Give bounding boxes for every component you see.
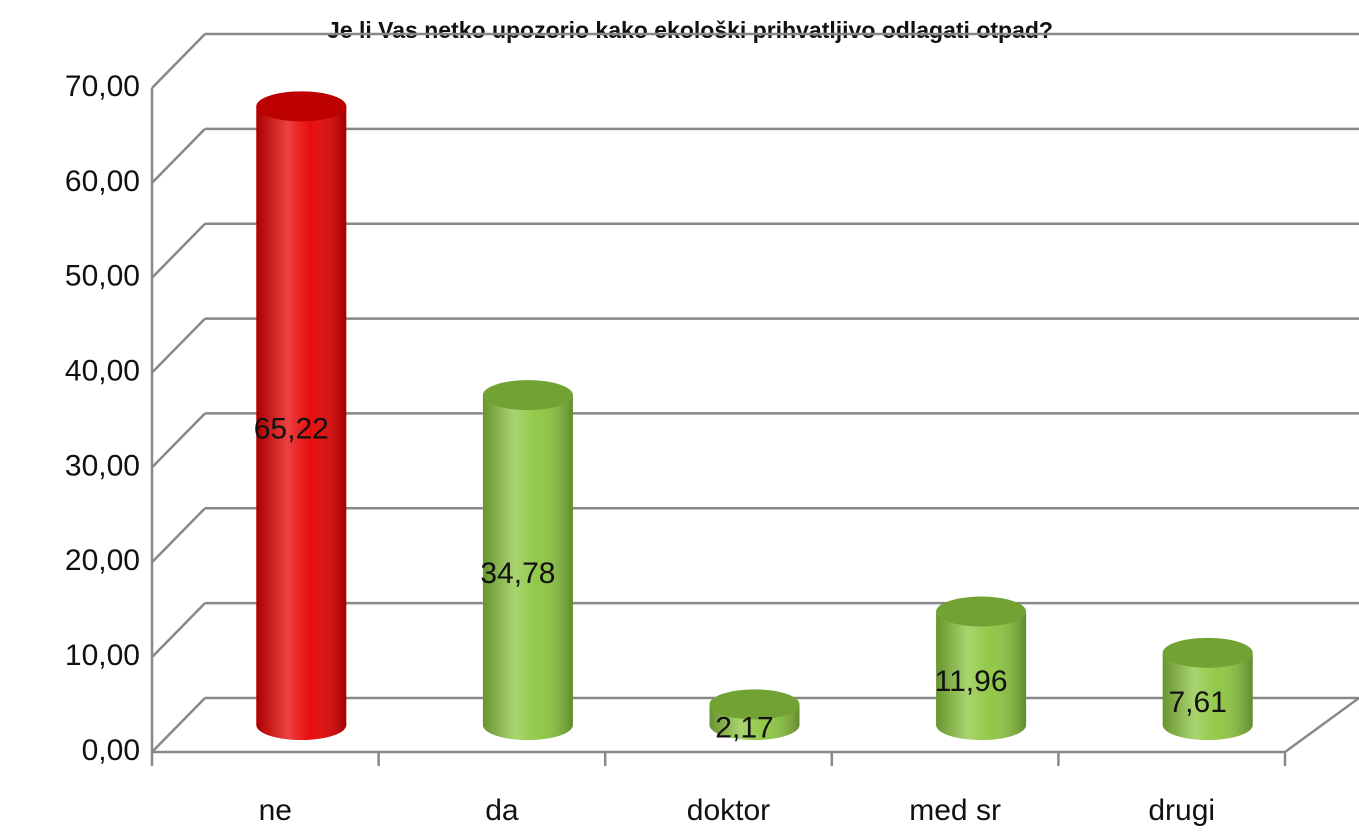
floor-right	[1284, 696, 1359, 754]
y-tick-label: 50,00	[65, 260, 140, 293]
y-tick-label: 0,00	[82, 734, 140, 767]
bar-top-shade	[936, 596, 1027, 627]
value-label: 7,61	[1169, 686, 1227, 719]
value-label: 2,17	[715, 712, 773, 745]
x-tick-label: drugi	[1148, 794, 1215, 827]
bar-top	[1162, 637, 1253, 668]
cylinder: 65,22	[254, 91, 347, 741]
x-tick-label: ne	[259, 794, 292, 827]
grid-diagonal	[151, 33, 206, 89]
bar-shading	[1162, 652, 1253, 741]
bar-shading	[256, 106, 347, 741]
value-label: 65,22	[254, 413, 329, 446]
grid-diagonal	[151, 697, 206, 753]
x-tick-label: da	[485, 794, 519, 827]
bar-top-shade	[256, 91, 347, 122]
y-tick-label: 10,00	[65, 639, 140, 672]
bar-top	[936, 596, 1027, 627]
grid-diagonal	[151, 412, 206, 469]
grid-diagonal	[151, 222, 206, 279]
cylinder: 11,96	[935, 596, 1027, 741]
bar-top	[709, 689, 800, 720]
x-tick-label: med sr	[909, 794, 1001, 827]
cylinder: 34,78	[480, 380, 573, 740]
y-tick-label: 70,00	[65, 70, 140, 103]
bar-top-shade	[709, 689, 800, 720]
value-label: 34,78	[480, 557, 555, 590]
cylinder: 2,17	[709, 689, 800, 745]
bar-shading	[936, 611, 1027, 741]
grid-diagonal	[151, 507, 206, 564]
y-tick-label: 20,00	[65, 544, 140, 577]
grid-diagonal	[151, 127, 206, 184]
bar-shading	[482, 395, 573, 740]
y-tick-label: 40,00	[65, 354, 140, 387]
grid-diagonal	[151, 317, 206, 374]
grid-diagonal	[151, 602, 206, 659]
bar-top	[482, 380, 573, 411]
bar-top-shade	[1162, 637, 1253, 668]
y-tick-label: 30,00	[65, 449, 140, 482]
value-label: 11,96	[935, 665, 1008, 698]
bar-top-shade	[482, 380, 573, 411]
bar-top	[256, 91, 347, 122]
y-tick-label: 60,00	[65, 165, 140, 198]
cylinder: 7,61	[1162, 637, 1253, 741]
x-tick-label: doktor	[687, 794, 770, 827]
chart-title: Je li Vas netko upozorio kako ekološki p…	[327, 17, 1053, 43]
